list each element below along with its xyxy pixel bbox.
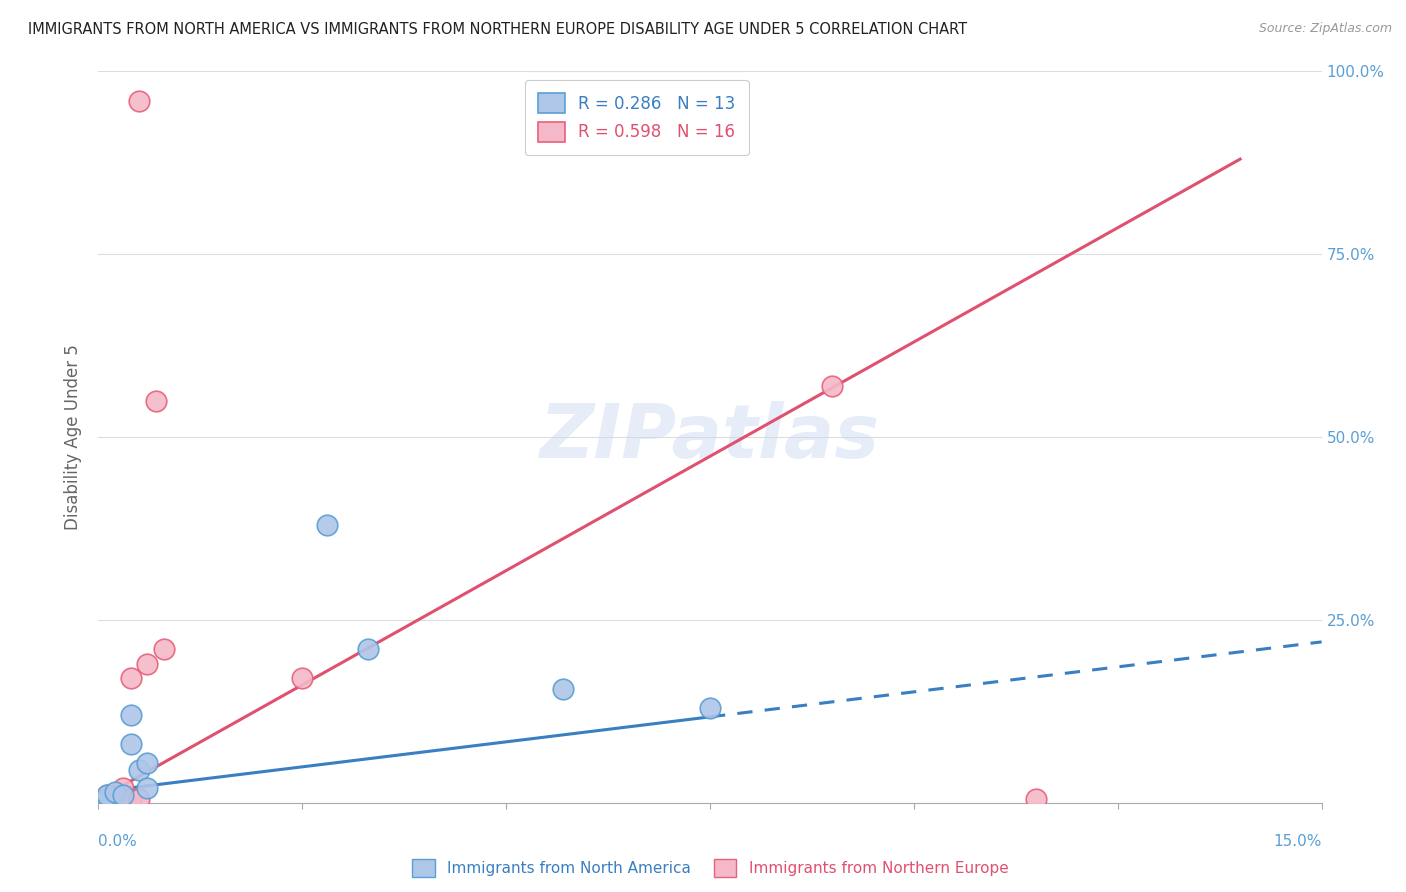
Text: ZIPatlas: ZIPatlas <box>540 401 880 474</box>
Point <box>356 642 378 657</box>
Point <box>111 789 134 803</box>
Text: Source: ZipAtlas.com: Source: ZipAtlas.com <box>1258 22 1392 36</box>
Point <box>96 789 118 803</box>
Point <box>120 672 142 686</box>
Point <box>699 700 721 714</box>
Text: IMMIGRANTS FROM NORTH AMERICA VS IMMIGRANTS FROM NORTHERN EUROPE DISABILITY AGE : IMMIGRANTS FROM NORTH AMERICA VS IMMIGRA… <box>28 22 967 37</box>
Point <box>136 781 159 796</box>
Point <box>128 792 150 806</box>
Point <box>111 792 134 806</box>
Point <box>96 789 118 803</box>
Y-axis label: Disability Age Under 5: Disability Age Under 5 <box>65 344 83 530</box>
Point <box>120 792 142 806</box>
Point <box>120 708 142 723</box>
Point <box>111 789 134 803</box>
Point <box>128 763 150 777</box>
Point <box>136 657 159 671</box>
Point <box>553 682 575 697</box>
Point <box>821 379 844 393</box>
Point <box>111 781 134 796</box>
Point <box>120 737 142 751</box>
Point <box>152 642 174 657</box>
Point <box>128 94 150 108</box>
Text: 15.0%: 15.0% <box>1274 834 1322 849</box>
Point <box>145 393 167 408</box>
Point <box>291 672 314 686</box>
Text: 0.0%: 0.0% <box>98 834 138 849</box>
Point <box>1025 792 1047 806</box>
Legend: Immigrants from North America, Immigrants from Northern Europe: Immigrants from North America, Immigrant… <box>405 853 1015 883</box>
Point <box>104 785 127 799</box>
Point <box>96 792 118 806</box>
Point <box>96 792 118 806</box>
Point <box>315 517 337 532</box>
Point <box>136 756 159 770</box>
Point <box>104 792 127 806</box>
